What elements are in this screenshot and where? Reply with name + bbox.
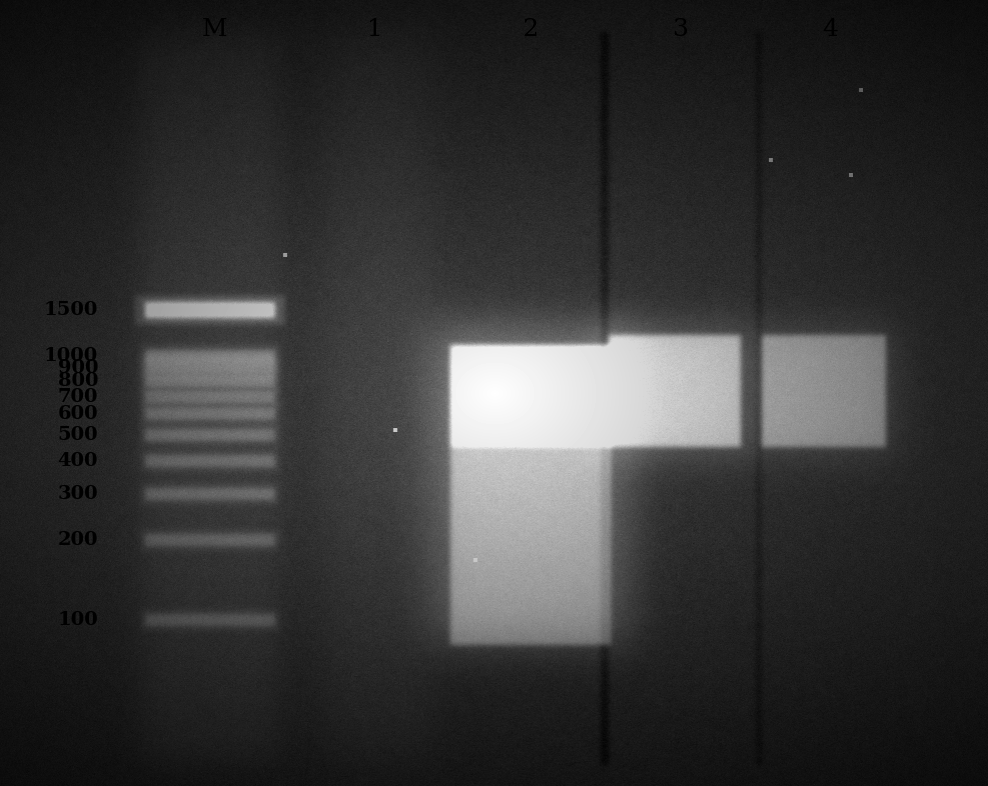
Text: 4: 4 — [822, 18, 838, 41]
Text: 600: 600 — [57, 405, 98, 423]
Text: 500: 500 — [57, 426, 98, 444]
Text: 1000: 1000 — [43, 347, 98, 365]
Text: 400: 400 — [57, 452, 98, 470]
Text: 800: 800 — [57, 372, 98, 390]
Text: 700: 700 — [57, 388, 98, 406]
Text: 3: 3 — [672, 18, 688, 41]
Text: 900: 900 — [57, 359, 98, 377]
Text: 1: 1 — [368, 18, 383, 41]
Text: 300: 300 — [57, 485, 98, 503]
Text: 100: 100 — [57, 611, 98, 629]
Text: 200: 200 — [57, 531, 98, 549]
Text: 1500: 1500 — [43, 301, 98, 319]
Text: 2: 2 — [522, 18, 537, 41]
Text: M: M — [203, 18, 228, 41]
